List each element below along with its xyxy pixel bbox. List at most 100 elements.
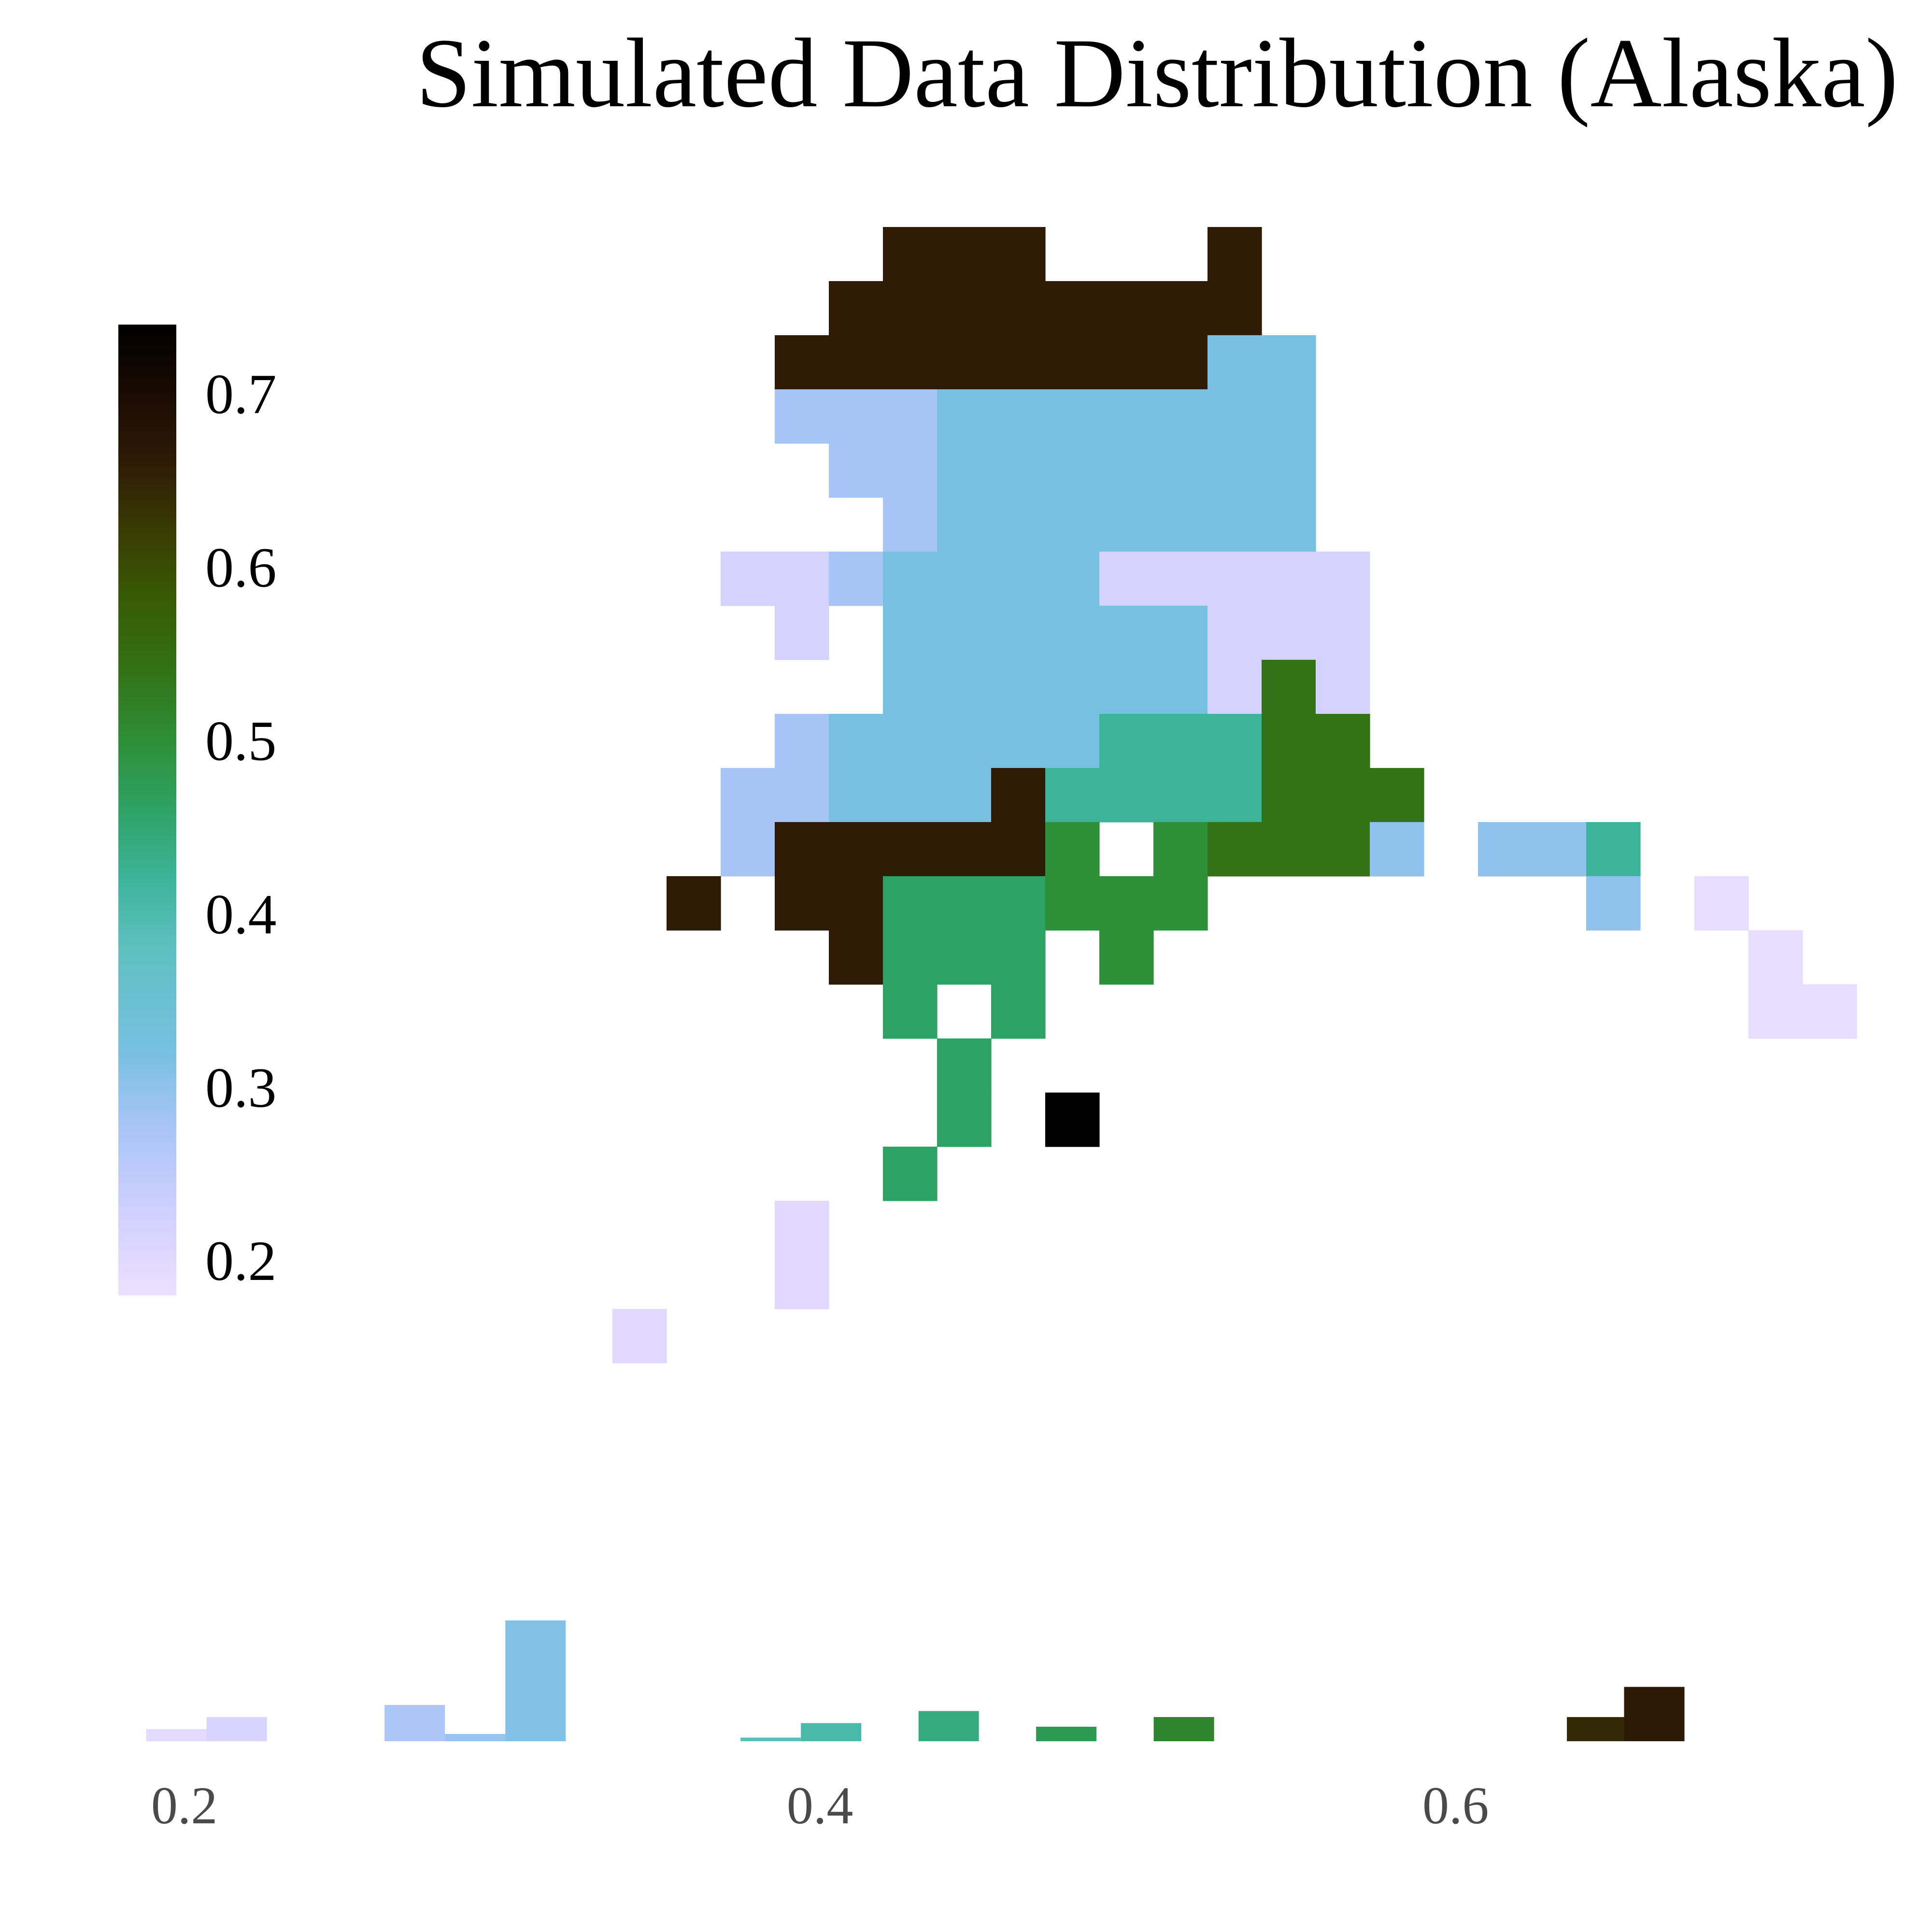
heatmap-cell (937, 281, 992, 336)
histogram-tick-label: 0.4 (787, 1776, 853, 1835)
heatmap-cell (775, 768, 829, 823)
heatmap-cell (1153, 335, 1208, 390)
heatmap-cell (1748, 984, 1803, 1039)
heatmap-cell (1694, 876, 1749, 931)
heatmap-cell (1153, 876, 1208, 931)
heatmap-cell (775, 389, 829, 444)
heatmap-cell (1153, 552, 1208, 606)
heatmap-cell (991, 714, 1046, 768)
heatmap-cell (1099, 768, 1154, 823)
histogram-bar (1567, 1717, 1624, 1741)
colorbar: 0.7 0.6 0.5 0.4 0.3 0.2 (118, 325, 277, 1295)
heatmap-cell (937, 227, 992, 282)
heatmap-cell (775, 335, 829, 390)
heatmap-cell (937, 714, 992, 768)
heatmap-cell (775, 552, 829, 606)
heatmap-cell (1478, 822, 1533, 877)
colorbar-tick-label: 0.7 (205, 363, 277, 426)
heatmap-cell (1153, 822, 1208, 877)
heatmap-cell (1208, 552, 1262, 606)
histogram-bar (384, 1705, 445, 1741)
heatmap-cell (1208, 660, 1262, 714)
histogram: 0.2 0.4 0.6 (146, 1620, 1685, 1835)
heatmap-cell (1316, 768, 1370, 823)
heatmap-cell (1316, 822, 1370, 877)
colorbar-ticks: 0.7 0.6 0.5 0.4 0.3 0.2 (205, 363, 277, 1293)
colorbar-tick-label: 0.6 (205, 536, 277, 599)
heatmap-cell (829, 552, 883, 606)
heatmap-cell (883, 443, 938, 498)
heatmap-cell (883, 984, 938, 1039)
histogram-bar (1153, 1717, 1214, 1741)
heatmap-cell (775, 876, 829, 931)
colorbar-tick-label: 0.2 (205, 1229, 277, 1293)
heatmap-cell (829, 714, 883, 768)
heatmap-cell (1208, 227, 1262, 282)
heatmap-cell (721, 768, 775, 823)
heatmap-cell (1208, 281, 1262, 336)
histogram-bar (740, 1737, 801, 1741)
heatmap-cell (1045, 714, 1100, 768)
heatmap-cell (883, 714, 938, 768)
heatmap-cell (937, 768, 992, 823)
chart-title: Simulated Data Distribution (Alaska) (416, 18, 1898, 128)
heatmap-cell (775, 822, 829, 877)
heatmap-cell (937, 1038, 992, 1093)
heatmap-cell (883, 335, 938, 390)
heatmap-cell (1099, 497, 1154, 552)
heatmap-cell (937, 930, 992, 985)
heatmap-cell (1208, 768, 1262, 823)
heatmap-cell (1748, 930, 1803, 985)
colorbar-tick-label: 0.3 (205, 1056, 277, 1119)
heatmap-cell (721, 822, 775, 877)
heatmap-cell (1586, 876, 1641, 931)
heatmap-cell (612, 1309, 667, 1364)
heatmap-cell (775, 1201, 829, 1255)
heatmap-cell (883, 552, 938, 606)
colorbar-tick-label: 0.4 (205, 882, 277, 946)
histogram-tick-label: 0.6 (1422, 1776, 1489, 1835)
heatmap-cell (937, 335, 992, 390)
heatmap-cell (1803, 984, 1857, 1039)
heatmap-cell (991, 552, 1046, 606)
heatmap-cell (883, 822, 938, 877)
heatmap-cell (1586, 822, 1641, 877)
heatmap-cell (1262, 768, 1316, 823)
heatmap-cell (991, 281, 1046, 336)
heatmap-cell (883, 768, 938, 823)
heatmap-cell (1153, 281, 1208, 336)
heatmap-cell (1262, 443, 1316, 498)
heatmap-cell (1153, 443, 1208, 498)
heatmap-cell (1045, 335, 1100, 390)
heatmap-cell (1099, 876, 1154, 931)
heatmap-cell (1262, 660, 1316, 714)
heatmap-cell (1045, 497, 1100, 552)
heatmap-cell (1262, 552, 1316, 606)
heatmap-cell (883, 606, 938, 660)
heatmap-cell (1045, 660, 1100, 714)
heatmap-cell (829, 281, 883, 336)
heatmap-cell (1208, 443, 1262, 498)
histogram-bar (445, 1734, 506, 1741)
heatmap-cell (1208, 389, 1262, 444)
heatmap-cell (1262, 714, 1316, 768)
heatmap-cell (937, 660, 992, 714)
heatmap-cell (1208, 714, 1262, 768)
heatmap-cell (1153, 660, 1208, 714)
heatmap-cell (1099, 389, 1154, 444)
heatmap-cell (1316, 552, 1370, 606)
histogram-bar (918, 1711, 979, 1741)
heatmap-cell (1099, 930, 1154, 985)
heatmap-grid (612, 227, 1857, 1364)
heatmap-cell (1099, 606, 1154, 660)
colorbar-gradient (118, 325, 176, 1295)
histogram-bar (146, 1729, 207, 1741)
heatmap-cell (937, 1093, 992, 1147)
heatmap-cell (883, 930, 938, 985)
heatmap-cell (829, 389, 883, 444)
heatmap-cell (937, 443, 992, 498)
heatmap-cell (1208, 335, 1262, 390)
heatmap-cell (883, 281, 938, 336)
heatmap-cell (1045, 822, 1100, 877)
